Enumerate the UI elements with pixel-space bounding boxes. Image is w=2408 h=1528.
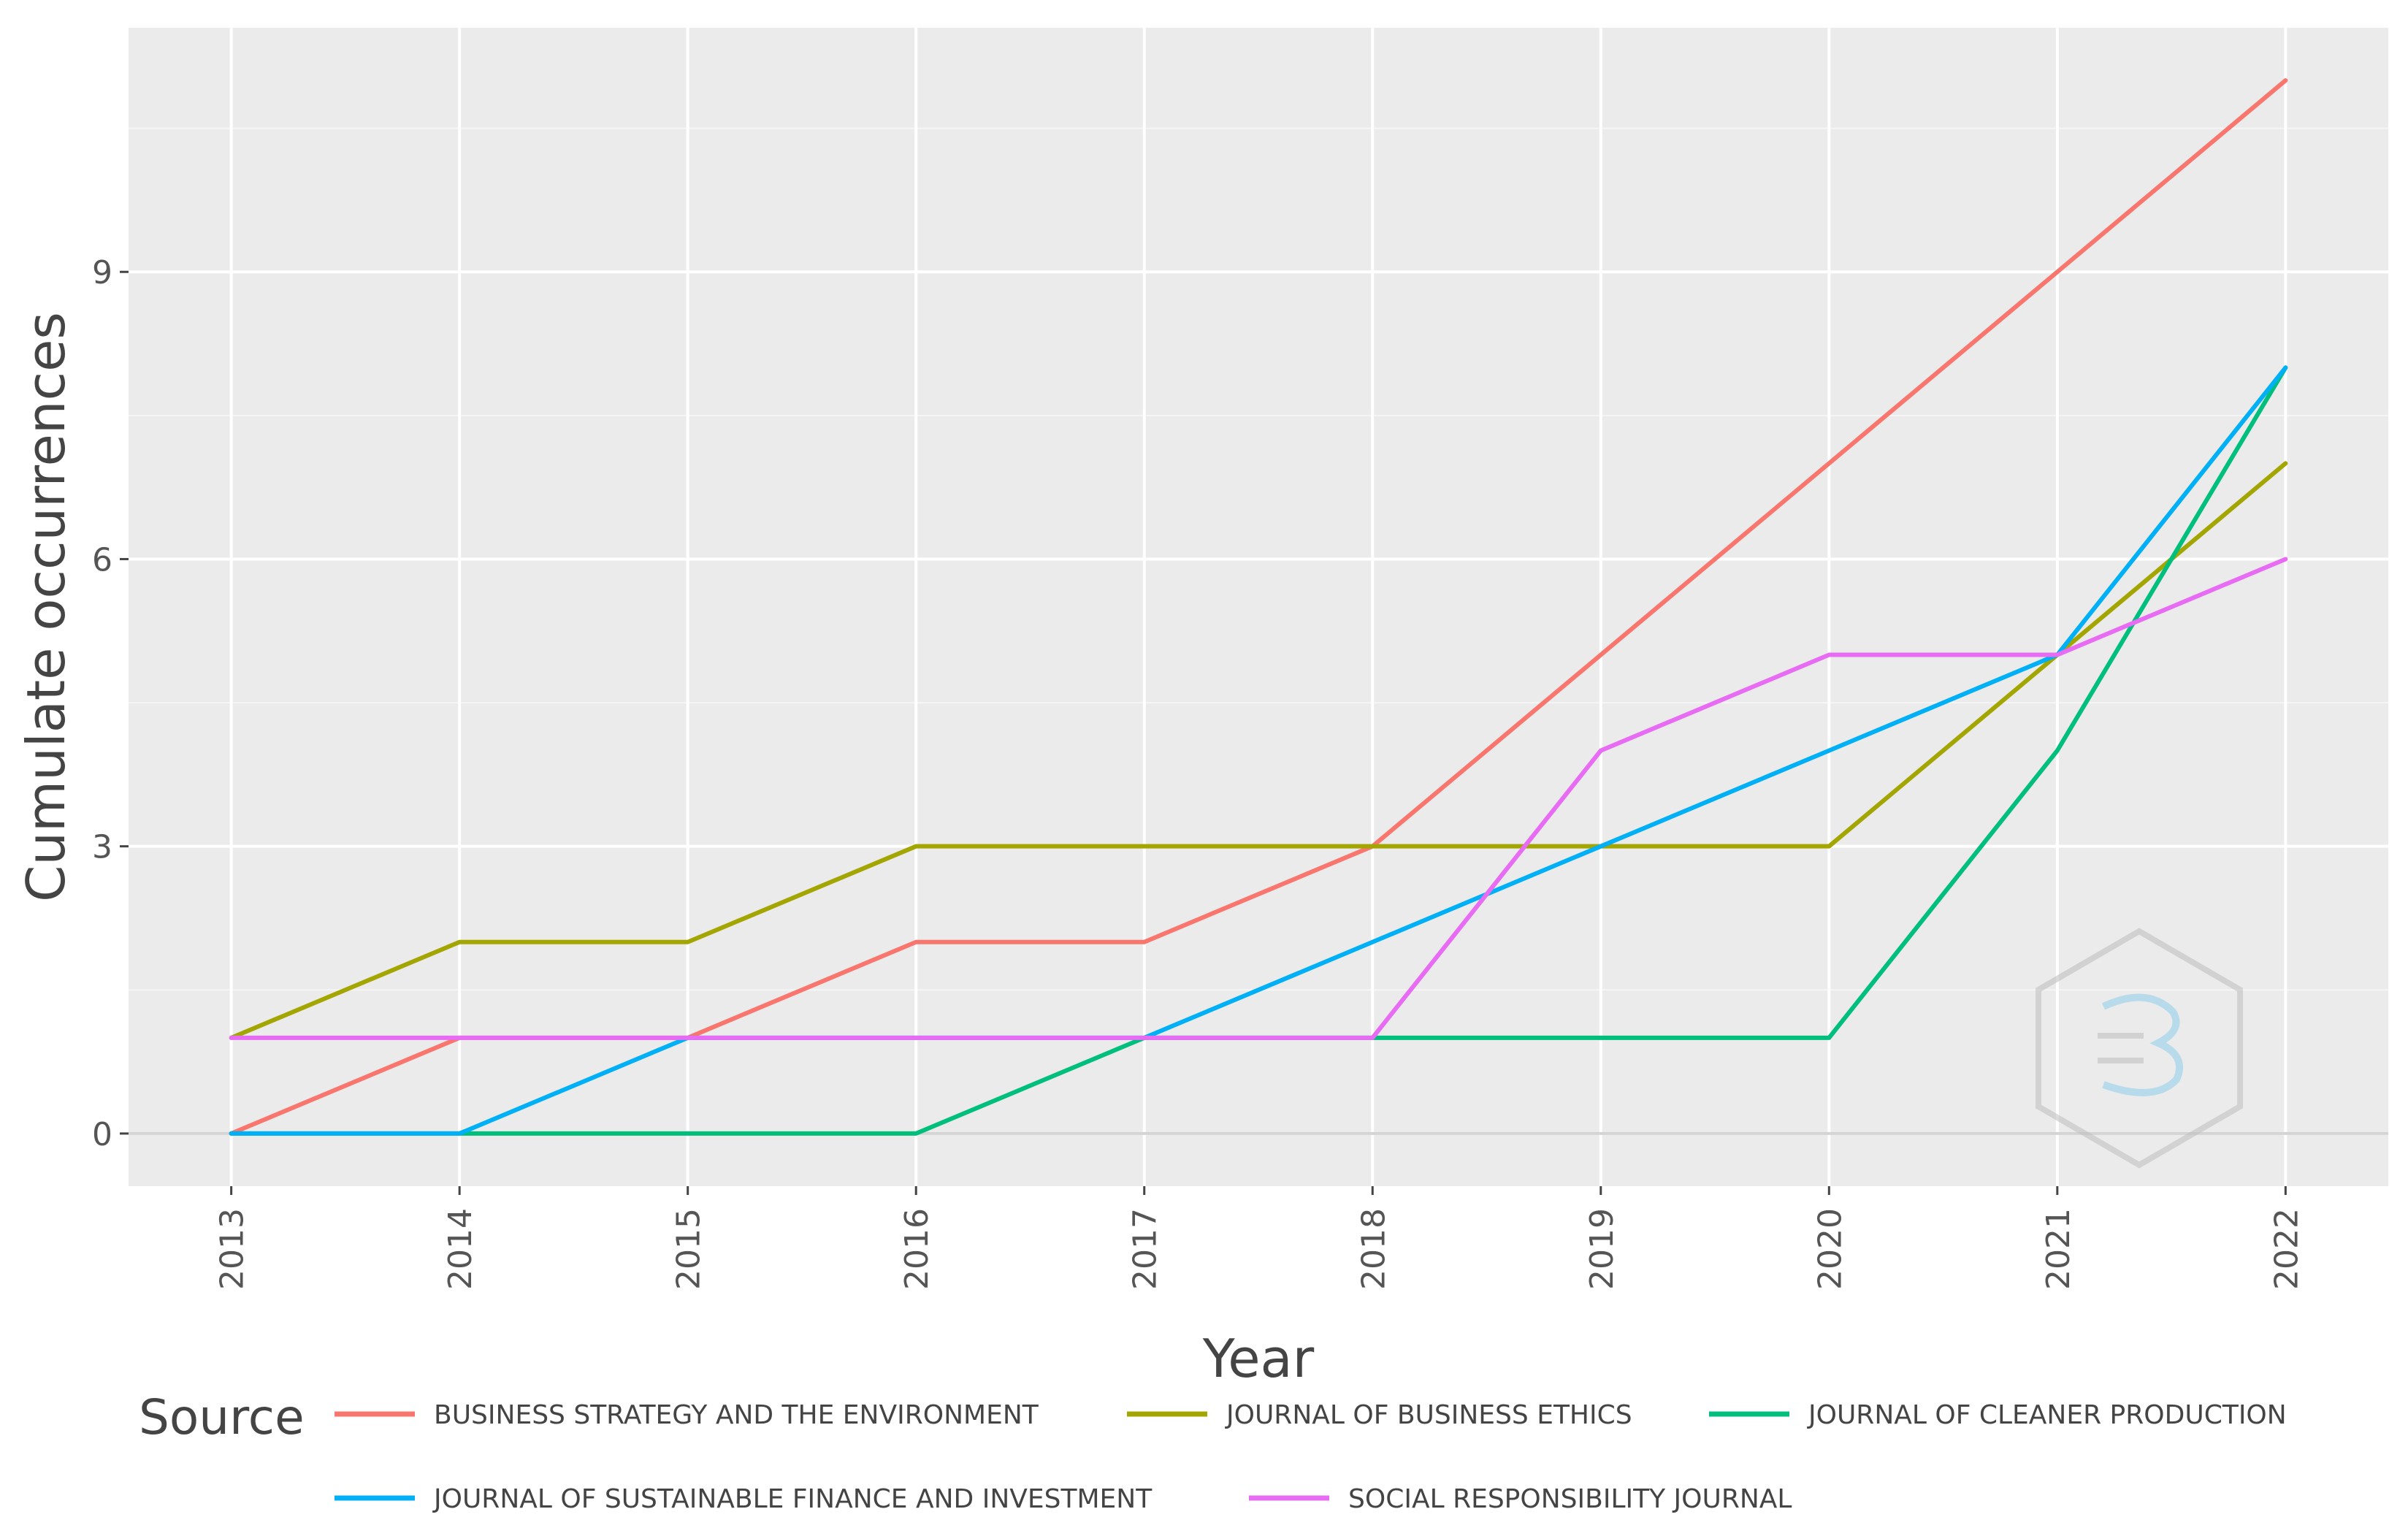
axis-layer: 0 3 6 9 2013 2014 2015 2016 2017 2018 2019 2020 2021… (92, 254, 2305, 1290)
x-tick-label: 2016 (898, 1208, 936, 1290)
legend-label: BUSINESS STRATEGY AND THE ENVIRONMENT (434, 1400, 1039, 1430)
x-axis-title: Year (1202, 1328, 1315, 1389)
x-tick-label: 2022 (2268, 1208, 2305, 1290)
legend-label: SOCIAL RESPONSIBILITY JOURNAL (1348, 1484, 1792, 1514)
bibliometrix-logo-icon (2036, 928, 2243, 1169)
y-tick-label: 0 (92, 1116, 112, 1153)
y-tick-label: 9 (92, 254, 112, 291)
series-line (229, 365, 2288, 1136)
x-tick-label: 2014 (442, 1208, 479, 1290)
x-tick-label: 2018 (1355, 1208, 1392, 1290)
x-tick-label: 2021 (2040, 1208, 2077, 1290)
x-tick-label: 2019 (1583, 1208, 1621, 1290)
y-tick-label: 3 (92, 829, 112, 866)
x-tick-label: 2020 (1811, 1208, 1849, 1290)
series-line (229, 461, 2288, 1040)
series-line (229, 557, 2288, 1040)
y-tick-label: 6 (92, 541, 112, 578)
y-axis-title: Cumulate occurrences (15, 312, 77, 902)
x-tick-label: 2015 (670, 1208, 708, 1290)
legend-label: JOURNAL OF SUSTAINABLE FINANCE AND INVES… (432, 1484, 1153, 1514)
legend-label: JOURNAL OF BUSINESS ETHICS (1225, 1400, 1632, 1430)
legend: Source BUSINESS STRATEGY AND THE ENVIRON… (139, 1389, 2287, 1514)
legend-title: Source (139, 1389, 305, 1445)
x-tick-label: 2017 (1127, 1208, 1164, 1290)
legend-label: JOURNAL OF CLEANER PRODUCTION (1807, 1400, 2287, 1430)
plot-panel (129, 28, 2388, 1186)
x-tick-label: 2013 (214, 1208, 251, 1290)
series-layer (229, 78, 2288, 1136)
